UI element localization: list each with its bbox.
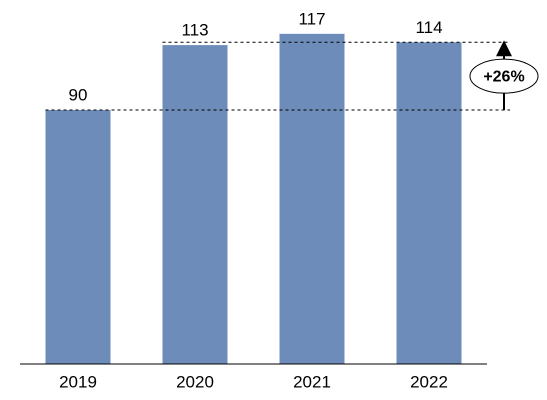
x-tick-label: 2020 bbox=[176, 372, 214, 391]
x-tick-label: 2021 bbox=[293, 372, 331, 391]
data-label: 90 bbox=[69, 86, 88, 105]
bar bbox=[279, 33, 345, 365]
data-label: 117 bbox=[298, 9, 325, 28]
bar bbox=[45, 110, 111, 365]
bar bbox=[396, 42, 462, 365]
data-label: 114 bbox=[415, 18, 442, 37]
x-tick-label: 2022 bbox=[410, 372, 448, 391]
annotation: +26% bbox=[483, 68, 524, 85]
bar bbox=[162, 45, 228, 364]
x-tick-label: 2019 bbox=[59, 372, 97, 391]
data-label: 113 bbox=[181, 21, 208, 40]
annotation-bubble bbox=[469, 58, 539, 94]
